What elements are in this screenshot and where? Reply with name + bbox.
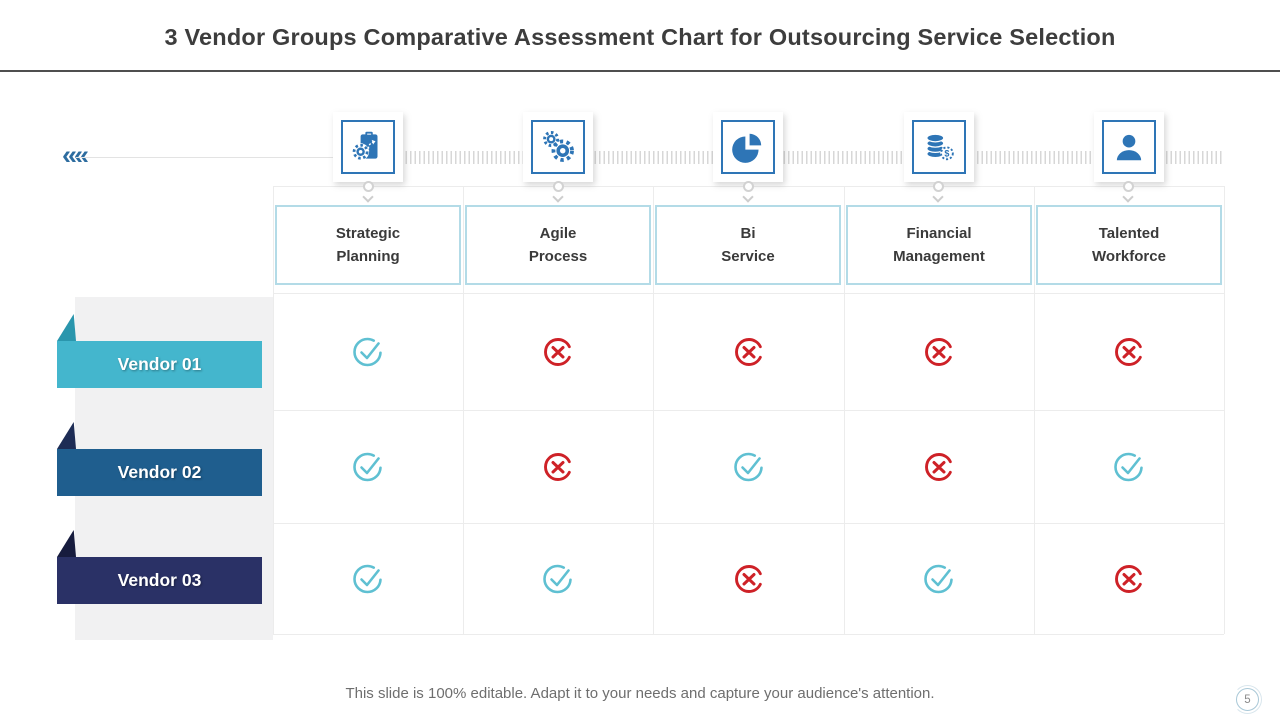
grid-vline (1224, 186, 1225, 634)
vendor-02-ribbon: Vendor 02 (57, 449, 262, 496)
mark-cross-icon (920, 332, 958, 370)
grid-vline (653, 186, 655, 634)
person-icon (1102, 120, 1156, 174)
connector-circle (743, 181, 754, 192)
grid-hline (273, 523, 1224, 524)
mark-cross-icon (539, 447, 577, 485)
agile-process-icon-card (523, 112, 593, 182)
chevron-down-icon (742, 191, 754, 203)
grid-hline (273, 634, 1224, 635)
vendor-01-ribbon: Vendor 01 (57, 341, 262, 388)
mark-cross-icon (1110, 332, 1148, 370)
financial-management-icon-card: $ (904, 112, 974, 182)
footer-note: This slide is 100% editable. Adapt it to… (345, 685, 935, 702)
strategic-planning-icon-card (333, 112, 403, 182)
mark-check-icon (920, 559, 958, 597)
clipboard-strategy-icon (341, 120, 395, 174)
pie-chart-icon (721, 120, 775, 174)
mark-check-icon (349, 332, 387, 370)
grid-vline (843, 186, 845, 634)
grid-vline (463, 186, 465, 634)
timeline-line (76, 157, 336, 158)
page-number-badge: 5 (1233, 685, 1262, 714)
mark-check-icon (349, 447, 387, 485)
chevron-down-icon (932, 191, 944, 203)
connector-circle (933, 181, 945, 192)
mark-cross-icon (730, 332, 768, 370)
column-header-bi-service: Bi Service (655, 205, 841, 285)
bi-service-icon-card (713, 112, 783, 182)
mark-cross-icon (1110, 559, 1148, 597)
mark-check-icon (730, 447, 768, 485)
page-title: 3 Vendor Groups Comparative Assessment C… (164, 24, 1116, 50)
column-header-agile-process: Agile Process (465, 205, 651, 285)
ribbon-fold (57, 422, 76, 449)
talented-workforce-icon-card (1094, 112, 1164, 182)
grid-hline (273, 293, 1224, 294)
connector-circle (552, 181, 564, 192)
column-header-financial-management: Financial Management (846, 205, 1032, 285)
title-divider (0, 70, 1280, 72)
mark-cross-icon (539, 332, 577, 370)
connector-circle (362, 181, 374, 192)
svg-text:$: $ (944, 149, 949, 159)
gears-icon (531, 120, 585, 174)
ribbon-fold (57, 314, 76, 341)
mark-cross-icon (730, 559, 768, 597)
chevron-down-icon (552, 191, 564, 203)
mark-check-icon (1110, 447, 1148, 485)
ribbon-fold (57, 530, 76, 557)
column-header-talented-workforce: Talented Workforce (1036, 205, 1222, 285)
vendor-03-ribbon: Vendor 03 (57, 557, 262, 604)
grid-vline (1033, 186, 1035, 634)
mark-check-icon (349, 559, 387, 597)
chevron-down-icon (1122, 191, 1135, 203)
grid-hline (273, 410, 1224, 411)
chevron-down-icon (361, 191, 374, 203)
coins-gear-icon: $ (912, 120, 966, 174)
grid-vline (273, 186, 274, 634)
mark-cross-icon (920, 447, 958, 485)
connector-circle (1123, 181, 1135, 192)
column-header-strategic-planning: Strategic Planning (275, 205, 461, 285)
chevrons-left-icon: ‹‹‹‹ (62, 140, 89, 170)
mark-check-icon (539, 559, 577, 597)
